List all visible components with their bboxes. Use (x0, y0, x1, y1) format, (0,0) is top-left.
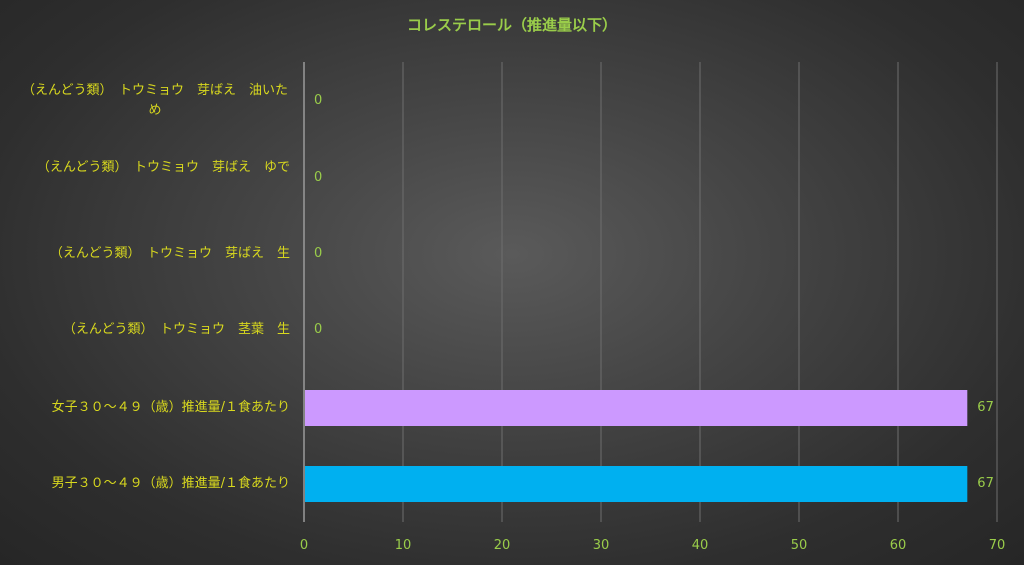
category-label: （えんどう類） トウミョウ 茎葉 生 (62, 322, 290, 337)
tick-label: 10 (394, 538, 412, 553)
category-label: （えんどう類） トウミョウ 芽ばえ 生 (49, 246, 290, 261)
tick-label: 30 (592, 538, 610, 553)
tick-label: 40 (691, 538, 709, 553)
data-label: 67 (977, 400, 994, 415)
category-label: 女子３０～４９（歳）推進量/１食あたり (51, 400, 290, 415)
category-label: 男子３０～４９（歳）推進量/１食あたり (51, 476, 290, 491)
data-label: 0 (314, 322, 323, 337)
data-label: 67 (977, 476, 994, 491)
tick-label: 70 (988, 538, 1006, 553)
category-label: （えんどう類） トウミョウ 芽ばえ ゆで (36, 160, 290, 175)
data-label: 0 (314, 246, 323, 261)
bar (305, 466, 968, 502)
chart-title: コレステロール（推進量以下） (406, 16, 617, 34)
data-label: 0 (314, 170, 323, 185)
tick-label: 50 (790, 538, 808, 553)
bar (305, 390, 968, 426)
category-label: （えんどう類） トウミョウ 芽ばえ 油いため (21, 83, 289, 118)
tick-label: 20 (493, 538, 511, 553)
data-label: 0 (314, 93, 323, 108)
tick-label: 0 (299, 538, 309, 553)
tick-label: 60 (889, 538, 907, 553)
